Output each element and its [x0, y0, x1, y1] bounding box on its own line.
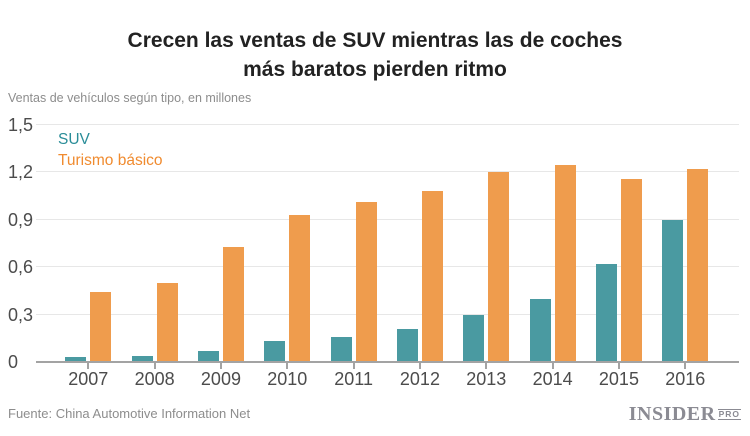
bar-turismo-basico-2015: [620, 178, 642, 362]
x-tick-label-2016: 2016: [665, 369, 706, 389]
x-tick-label-2010: 2010: [267, 369, 308, 389]
bar-group-2010: [264, 215, 311, 362]
x-tick-2009: [219, 363, 222, 369]
x-tick-label-2012: 2012: [399, 369, 440, 389]
bar-turismo-basico-2008: [156, 283, 178, 362]
x-tick-2016: [684, 363, 687, 369]
legend-item-turismo-basico: Turismo básico: [58, 152, 163, 169]
legend-item-suv: SUV: [58, 131, 90, 148]
bar-turismo-basico-2013: [488, 172, 510, 362]
y-tick-label-0-3: 0,3: [8, 304, 34, 325]
bar-group-2008: [131, 283, 178, 362]
x-tick-2011: [352, 363, 355, 369]
bar-suv-2015: [595, 264, 617, 362]
x-tick-label-2008: 2008: [134, 369, 175, 389]
bar-suv-2010: [264, 341, 286, 362]
x-tick-label-2014: 2014: [532, 369, 573, 389]
gridline-1-2: [36, 171, 739, 173]
x-tick-2010: [286, 363, 289, 369]
x-tick-2008: [153, 363, 156, 369]
bar-suv-2009: [197, 350, 219, 362]
x-tick-label-2013: 2013: [466, 369, 507, 389]
x-tick-label-2007: 2007: [68, 369, 109, 389]
bar-turismo-basico-2014: [554, 164, 576, 362]
bar-suv-2014: [529, 298, 551, 362]
bar-turismo-basico-2010: [289, 215, 311, 362]
insider-logo-text: INSIDER: [628, 403, 716, 425]
insider-pro-logo: INSIDER PRO: [629, 403, 741, 426]
chart-title-line2: más baratos pierden ritmo: [243, 58, 507, 81]
x-tick-2013: [485, 363, 488, 369]
bar-group-2013: [463, 172, 510, 362]
gridline-1-5: [36, 124, 739, 125]
bar-suv-2016: [662, 219, 684, 362]
bar-group-2014: [529, 164, 576, 362]
x-tick-2014: [551, 363, 554, 369]
x-axis-line: [36, 361, 739, 363]
bar-turismo-basico-2011: [355, 202, 377, 362]
bar-group-2009: [197, 246, 244, 362]
x-tick-2015: [617, 363, 620, 369]
bar-group-2016: [662, 169, 709, 362]
x-tick-label-2009: 2009: [200, 369, 241, 389]
bar-group-2012: [396, 191, 443, 362]
bar-suv-2007: [65, 357, 87, 362]
chart-title: Crecen las ventas de SUV mientras las de…: [0, 26, 750, 84]
bar-group-2007: [65, 292, 112, 362]
bar-suv-2012: [396, 328, 418, 362]
x-tick-label-2015: 2015: [598, 369, 639, 389]
source-text: Fuente: China Automotive Information Net: [8, 406, 251, 421]
bar-turismo-basico-2016: [687, 169, 709, 362]
x-tick-2012: [418, 363, 421, 369]
y-tick-label-1-5: 1,5: [8, 115, 34, 135]
bar-turismo-basico-2012: [421, 191, 443, 362]
gridline-0-3: [36, 313, 739, 315]
bar-group-2011: [330, 202, 377, 362]
gridline-0-9: [36, 218, 739, 220]
bar-turismo-basico-2007: [90, 292, 112, 362]
plot-area: SUV Turismo básico: [36, 124, 739, 363]
pro-logo-badge: PRO: [717, 409, 741, 420]
legend: SUV Turismo básico: [58, 129, 163, 171]
bar-suv-2013: [463, 314, 485, 362]
chart-title-line1: Crecen las ventas de SUV mientras las de…: [127, 29, 623, 52]
bar-turismo-basico-2009: [222, 246, 244, 362]
chart-subtitle: Ventas de vehículos según tipo, en millo…: [8, 91, 252, 105]
bar-suv-2011: [330, 336, 352, 362]
y-tick-label-1-2: 1,2: [8, 162, 34, 183]
bar-suv-2008: [131, 355, 153, 362]
x-tick-label-2011: 2011: [334, 369, 373, 389]
y-tick-label-0-6: 0,6: [8, 257, 34, 278]
bar-group-2015: [595, 178, 642, 362]
y-tick-label-0: 0: [8, 352, 19, 372]
y-tick-label-0-9: 0,9: [8, 209, 34, 230]
gridline-0-6: [36, 266, 739, 268]
x-tick-2007: [87, 363, 90, 369]
